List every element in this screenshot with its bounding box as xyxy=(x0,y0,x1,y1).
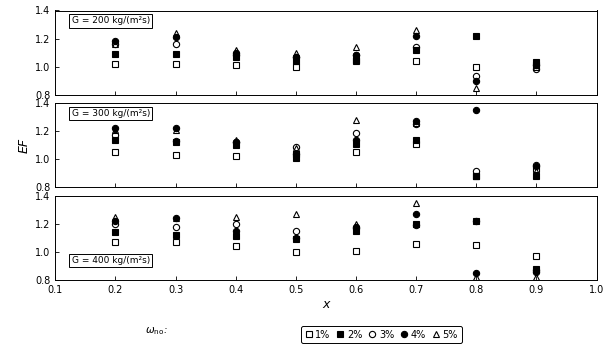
Text: G = 400 kg/(m²s): G = 400 kg/(m²s) xyxy=(71,256,150,265)
Legend: 1%, 2%, 3%, 4%, 5%: 1%, 2%, 3%, 4%, 5% xyxy=(301,326,462,343)
Text: G = 300 kg/(m²s): G = 300 kg/(m²s) xyxy=(71,109,150,118)
Text: G = 200 kg/(m²s): G = 200 kg/(m²s) xyxy=(71,16,150,26)
Y-axis label: EF: EF xyxy=(18,138,31,153)
X-axis label: x: x xyxy=(322,298,330,311)
Text: $\omega_{\rm no}$:: $\omega_{\rm no}$: xyxy=(145,325,167,337)
